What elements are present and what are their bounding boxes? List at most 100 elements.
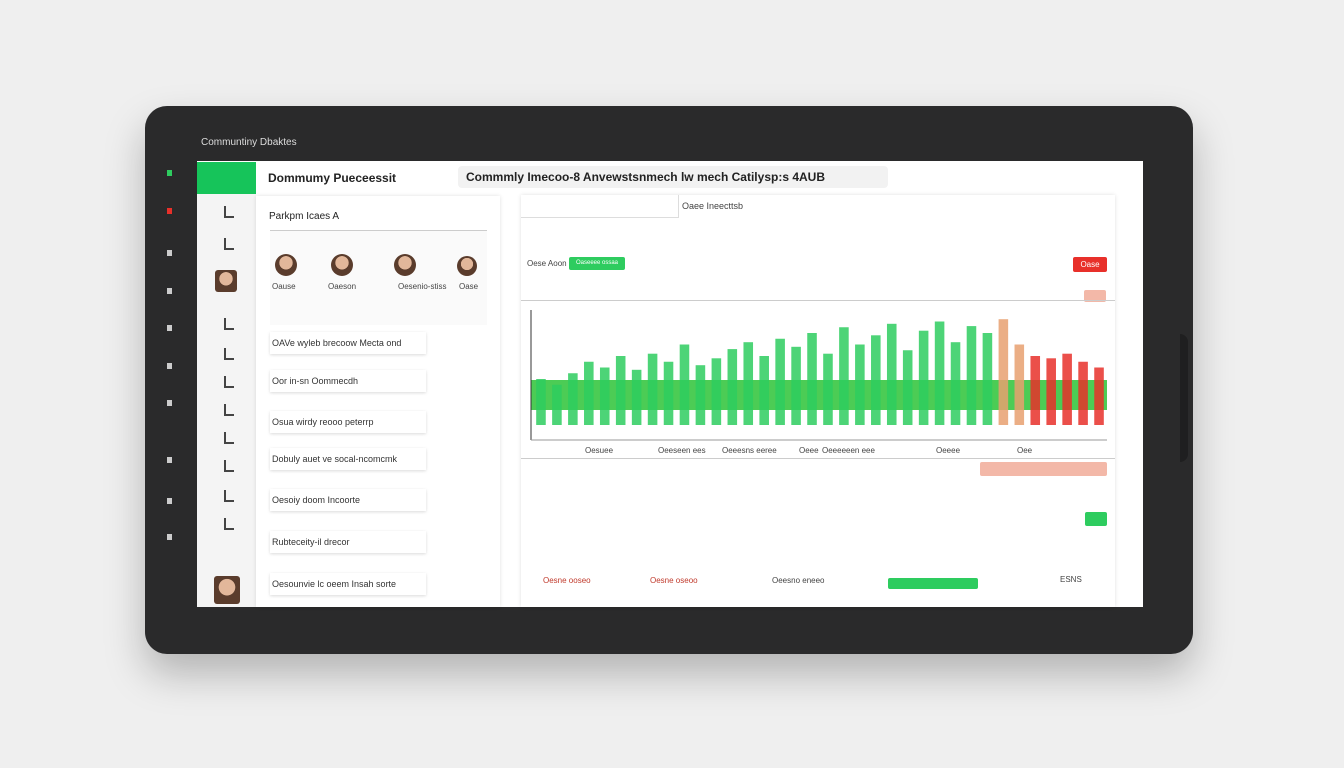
nav-icon[interactable]	[224, 460, 234, 472]
bar	[1046, 358, 1056, 425]
avatar[interactable]	[394, 254, 416, 276]
list-item[interactable]: OAVe wyleb brecoow Mecta ond	[270, 332, 426, 354]
nav-icon[interactable]	[224, 348, 234, 360]
bar	[711, 358, 722, 425]
stat: ESNS	[1060, 575, 1082, 584]
icon[interactable]	[167, 288, 172, 294]
status-pill[interactable]: Oaseeee ossaa	[569, 257, 625, 270]
bar	[599, 367, 610, 425]
stat: Oesne ooseo	[543, 576, 591, 585]
list-item[interactable]: Rubteceity-il drecor	[270, 531, 426, 553]
x-label: Oeeesns eeree	[722, 446, 777, 455]
bar	[1078, 361, 1088, 425]
tab-label[interactable]: Oaee Ineecttsb	[682, 201, 744, 211]
avatar[interactable]	[331, 254, 353, 276]
bar	[902, 350, 913, 425]
bar	[998, 319, 1009, 425]
bar	[1062, 353, 1072, 425]
tab[interactable]	[521, 195, 679, 218]
list-item[interactable]: Oesoiy doom Incoorte	[270, 489, 426, 511]
badge	[1084, 290, 1106, 302]
stat: Oeesno eneeo	[772, 576, 825, 585]
icon[interactable]	[167, 325, 172, 331]
progress	[888, 578, 978, 589]
avatar-label: Oaeson	[328, 282, 357, 291]
app-title: Communtiny Dbaktes	[201, 137, 297, 148]
bar	[918, 330, 929, 425]
bar	[791, 346, 801, 425]
bar	[552, 384, 562, 425]
chart	[530, 310, 1107, 441]
bar	[823, 353, 833, 425]
nav-avatar[interactable]	[214, 576, 240, 604]
device-side	[1180, 334, 1188, 462]
list-item[interactable]: Oesounvie lc oeem Insah sorte	[270, 573, 426, 595]
bar	[663, 361, 674, 425]
bar	[871, 335, 881, 425]
nav-icon[interactable]	[224, 206, 234, 218]
x-label: Oee	[1017, 446, 1033, 455]
bar	[855, 344, 865, 425]
nav-icon[interactable]	[224, 518, 234, 530]
bar	[775, 338, 785, 425]
bar	[886, 323, 897, 425]
x-label: Oeeee	[936, 446, 961, 455]
divider	[521, 300, 1115, 301]
icon[interactable]	[167, 170, 172, 176]
bar	[631, 369, 642, 425]
bar	[695, 365, 706, 425]
nav-icon[interactable]	[224, 318, 234, 330]
list-item[interactable]: Osua wirdy reooo peterrp	[270, 411, 426, 433]
header-main-title: Commmly Imecoo-8 Anvewstsnmech lw mech C…	[466, 170, 825, 184]
icon[interactable]	[167, 208, 172, 214]
nav-icon[interactable]	[224, 432, 234, 444]
icon[interactable]	[167, 498, 172, 504]
outer-sidebar	[165, 170, 175, 550]
divider	[521, 458, 1115, 459]
nav-avatar[interactable]	[215, 270, 237, 292]
bar	[615, 356, 626, 425]
bar	[743, 342, 754, 425]
bar	[647, 353, 658, 425]
icon[interactable]	[167, 400, 172, 406]
bar	[934, 321, 945, 425]
action-button[interactable]: Oase	[1073, 257, 1107, 272]
inner-sidebar	[197, 194, 256, 607]
nav-icon[interactable]	[224, 238, 234, 250]
brand-button[interactable]	[197, 162, 256, 194]
avatar[interactable]	[275, 254, 297, 276]
avatar-label: Oesenio-stiss	[398, 282, 447, 291]
bar	[568, 373, 578, 425]
list-item[interactable]: Oor in-sn Oommecdh	[270, 370, 426, 392]
list-item[interactable]: Dobuly auet ve socal-ncomcmk	[270, 448, 426, 470]
bar	[1014, 344, 1025, 425]
icon[interactable]	[167, 457, 172, 463]
bar	[536, 379, 546, 425]
avatar-card	[270, 230, 487, 325]
left-panel-title: Parkpm Icaes A	[269, 211, 340, 222]
progress	[980, 462, 1107, 476]
search-bar[interactable]	[458, 166, 888, 188]
x-label: Oesuee	[585, 446, 614, 455]
bar	[839, 327, 849, 425]
bar	[807, 333, 817, 425]
avatar-label: Oase	[459, 282, 479, 291]
nav-icon[interactable]	[224, 490, 234, 502]
header-left-title: Dommumy Pueceessit	[268, 171, 397, 185]
avatar-label: Oause	[272, 282, 296, 291]
bar	[982, 333, 993, 425]
nav-icon[interactable]	[224, 404, 234, 416]
bar	[759, 356, 769, 425]
nav-icon[interactable]	[224, 376, 234, 388]
bar	[679, 344, 690, 425]
icon[interactable]	[167, 534, 172, 540]
icon[interactable]	[167, 250, 172, 256]
band	[531, 380, 1107, 410]
bar	[950, 342, 961, 425]
x-label: Oeee	[799, 446, 819, 455]
bar	[966, 326, 977, 425]
icon[interactable]	[167, 363, 172, 369]
avatar[interactable]	[457, 256, 477, 276]
x-label: Oeeeeeen eee	[822, 446, 875, 455]
bar	[584, 361, 594, 425]
